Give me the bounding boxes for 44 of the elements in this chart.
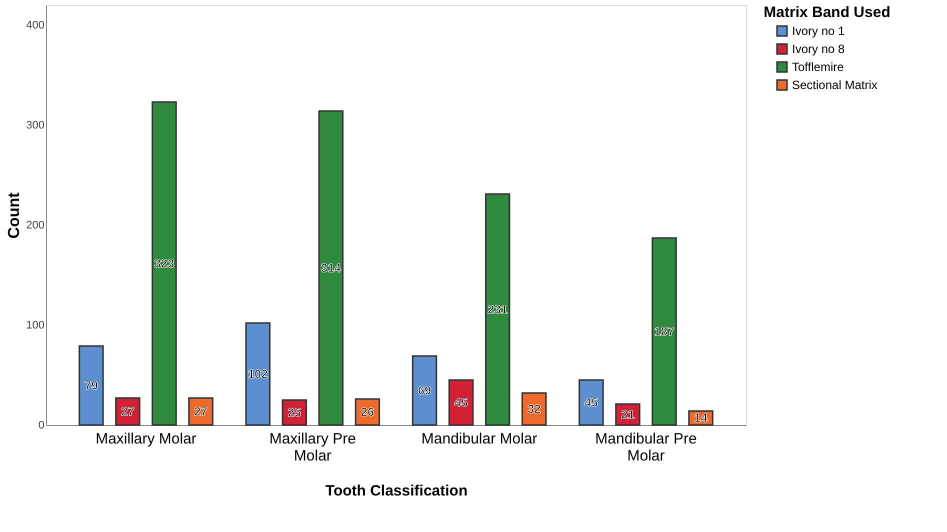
y-tick-label: 0 <box>38 420 44 432</box>
data-label: 27 <box>121 404 135 418</box>
y-tick-label: 300 <box>26 120 44 132</box>
legend-title: Matrix Band Used <box>764 4 890 21</box>
data-label: 231 <box>488 302 508 316</box>
x-tick-label: Mandibular Molar <box>421 430 538 448</box>
bar <box>484 193 510 426</box>
bar <box>318 110 344 426</box>
legend-label: Ivory no 8 <box>792 42 846 56</box>
bar <box>78 345 104 426</box>
data-label: 187 <box>654 324 675 338</box>
data-label: 27 <box>194 404 208 418</box>
bar <box>245 322 270 426</box>
data-label: 45 <box>584 396 598 410</box>
data-label: 314 <box>320 261 342 275</box>
data-label: 21 <box>621 408 635 422</box>
data-label: 79 <box>84 378 98 392</box>
y-tick-label: 100 <box>26 320 44 332</box>
bar <box>652 237 677 426</box>
data-label: 14 <box>694 411 708 425</box>
x-tick-label: Maxillary Pre Molar <box>269 430 356 464</box>
x-tick-label: Maxillary Molar <box>96 430 196 448</box>
bar <box>578 379 604 426</box>
data-label: 26 <box>360 405 374 419</box>
bar <box>152 101 177 426</box>
y-tick-label: 400 <box>26 20 44 32</box>
x-axis-title: Tooth Classification <box>325 482 468 500</box>
legend-label: Tofflemire <box>792 60 844 74</box>
data-label: 25 <box>288 406 302 420</box>
bar <box>115 397 140 426</box>
bar <box>412 355 438 426</box>
data-label: 69 <box>418 384 432 398</box>
bar <box>522 392 547 426</box>
y-tick-label: 200 <box>26 220 44 232</box>
bar <box>448 379 474 426</box>
legend-label: Sectional Matrix <box>792 78 878 92</box>
x-tick-label: Mandibular Pre Molar <box>595 430 697 464</box>
data-label: 102 <box>248 367 268 381</box>
y-axis-title: Count <box>6 192 24 239</box>
data-label: 32 <box>527 402 542 416</box>
data-label: 323 <box>154 256 175 270</box>
data-label: 45 <box>454 396 468 410</box>
bar <box>188 397 214 426</box>
legend-label: Ivory no 1 <box>792 24 846 38</box>
